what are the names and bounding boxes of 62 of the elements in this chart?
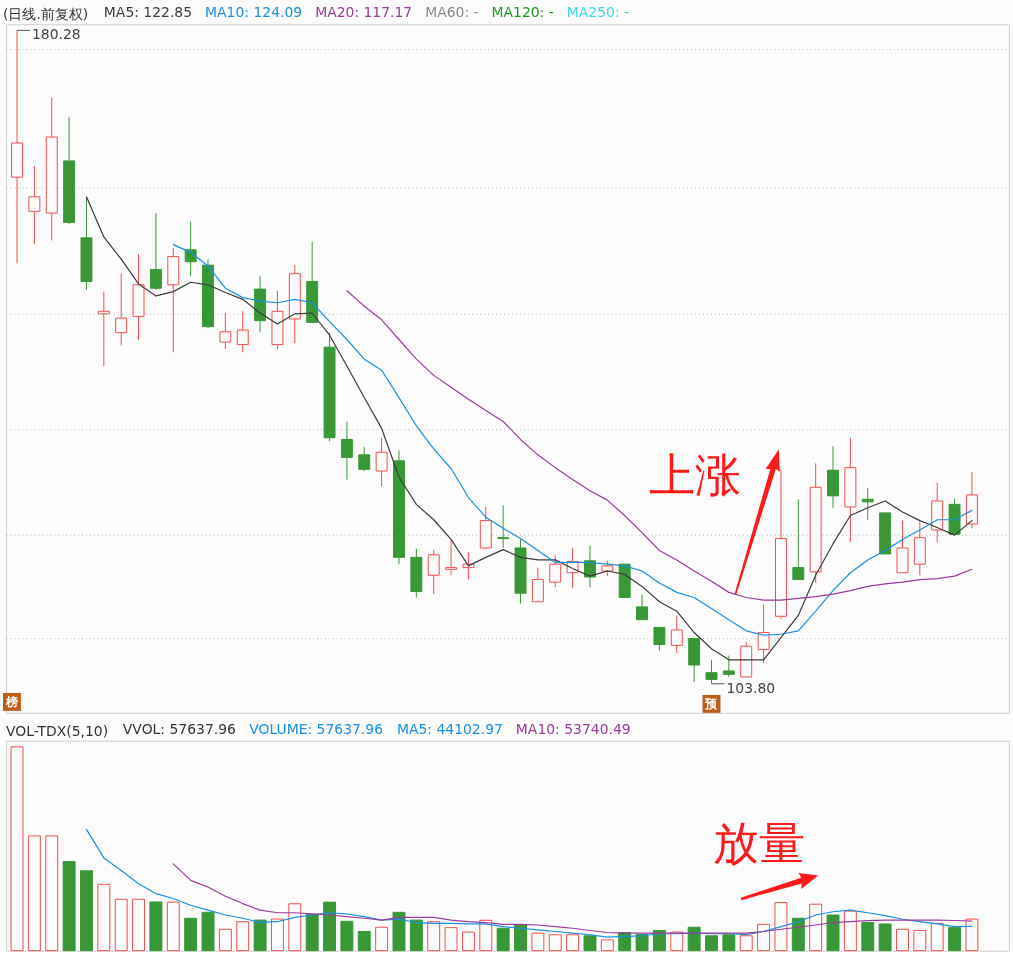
bar — [409, 919, 423, 952]
bar — [392, 911, 406, 952]
candlestick — [219, 312, 232, 350]
candlestick — [97, 291, 110, 367]
text: VVOL: 57637.96 — [122, 720, 236, 737]
candlestick — [115, 273, 128, 346]
candlestick — [497, 504, 510, 549]
candlestick — [705, 659, 718, 685]
bar — [357, 931, 371, 952]
candlestick — [531, 567, 544, 603]
annotation: 上涨 — [648, 448, 741, 502]
candlestick — [427, 549, 440, 595]
bar — [948, 927, 962, 952]
chart-title: VOL-TDX(5,10) — [5, 722, 109, 739]
bar — [722, 934, 736, 952]
annotation: 103.80 — [726, 679, 776, 696]
text: MA10: 124.09 — [205, 4, 303, 21]
bar — [149, 901, 163, 952]
annotation: 180.28 — [31, 26, 81, 43]
text: MA20: 117.17 — [315, 4, 413, 21]
chart-title: (日线.前复权) — [2, 6, 89, 23]
bar — [687, 926, 701, 952]
annotation: 预 — [704, 696, 719, 711]
candlestick — [670, 614, 683, 654]
bar — [62, 861, 76, 952]
bar — [340, 920, 354, 952]
candlestick — [722, 655, 735, 678]
bar — [184, 917, 198, 952]
candlestick — [549, 554, 562, 588]
bar — [583, 935, 597, 952]
candlestick — [28, 165, 41, 245]
bar — [253, 919, 267, 952]
annotation: 榜 — [4, 694, 18, 709]
candlestick — [236, 310, 249, 353]
legend-label: MA120: - — [491, 4, 554, 21]
candlestick — [757, 603, 770, 664]
bar — [80, 870, 93, 952]
candlestick — [358, 446, 371, 472]
candlestick — [653, 626, 666, 651]
text: MA5: 44102.97 — [396, 720, 503, 737]
bar — [878, 923, 892, 952]
bar — [305, 913, 319, 952]
candlestick — [375, 437, 388, 487]
text: MA5: 122.85 — [103, 4, 193, 21]
text: MA10: 53740.49 — [515, 720, 631, 737]
candlestick — [445, 538, 458, 576]
bar — [496, 927, 510, 952]
annotation: 放量 — [713, 817, 806, 871]
bar — [826, 914, 840, 952]
bar — [514, 924, 527, 952]
bar — [201, 911, 215, 952]
legend-label: MA250: - — [566, 4, 630, 21]
bar — [705, 935, 718, 952]
bar — [791, 917, 805, 952]
legend-label: MA60: - — [425, 4, 479, 21]
bar — [861, 922, 875, 952]
candlestick — [149, 212, 162, 291]
candlestick — [340, 421, 353, 481]
candlestick — [636, 594, 649, 621]
text: VOLUME: 57637.96 — [249, 720, 383, 737]
candlestick — [792, 498, 805, 581]
bar — [323, 901, 337, 952]
